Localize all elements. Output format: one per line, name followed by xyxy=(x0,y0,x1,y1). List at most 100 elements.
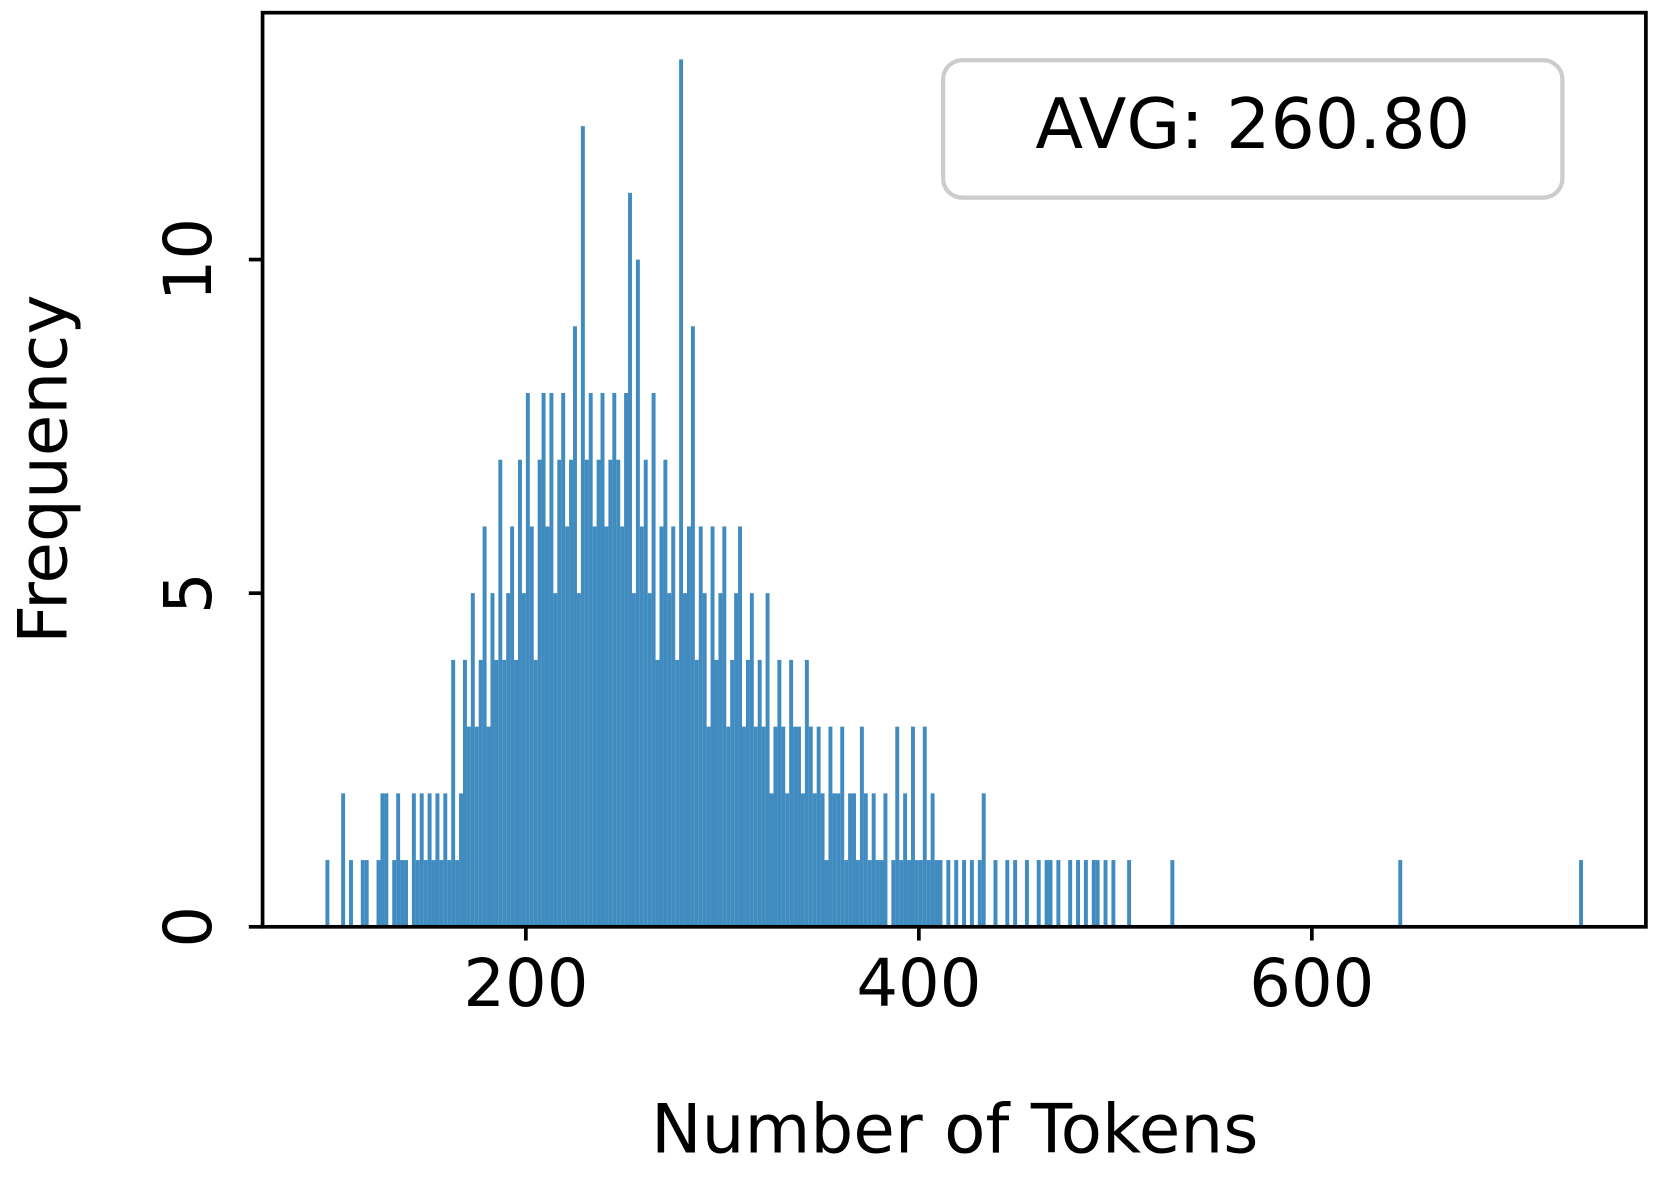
bar xyxy=(510,526,515,927)
bar xyxy=(435,793,440,927)
bar xyxy=(698,526,703,927)
bar xyxy=(702,593,707,927)
bar xyxy=(576,593,581,927)
bar xyxy=(793,726,798,927)
bar xyxy=(616,459,621,927)
bar xyxy=(867,860,872,927)
bar xyxy=(647,593,652,927)
bar xyxy=(918,860,923,927)
bar xyxy=(934,860,939,927)
bar xyxy=(828,726,833,927)
bar xyxy=(710,526,715,927)
bar xyxy=(954,860,959,927)
bar xyxy=(671,526,676,927)
bar xyxy=(1005,860,1010,927)
bar xyxy=(808,726,813,927)
bar xyxy=(773,726,778,927)
bar xyxy=(419,793,424,927)
bar xyxy=(781,726,786,927)
bar xyxy=(565,526,570,927)
bar xyxy=(376,860,381,927)
bar xyxy=(1056,860,1061,927)
bar xyxy=(643,459,648,927)
bar xyxy=(859,726,864,927)
bar xyxy=(502,659,507,927)
bar xyxy=(832,793,837,927)
bar xyxy=(518,459,522,927)
bar xyxy=(718,593,723,927)
bar xyxy=(730,659,735,927)
bar xyxy=(1024,860,1029,927)
bar xyxy=(533,659,538,927)
bar xyxy=(396,793,401,927)
bar xyxy=(380,793,385,927)
bar xyxy=(993,860,998,927)
bar xyxy=(360,860,365,927)
bar xyxy=(879,860,884,927)
bar xyxy=(1170,860,1175,927)
bar xyxy=(663,459,668,927)
bar xyxy=(506,593,511,927)
bar xyxy=(883,793,888,927)
bar xyxy=(742,726,746,927)
bar xyxy=(325,860,330,927)
bar xyxy=(447,860,452,927)
bar xyxy=(789,659,794,927)
bar xyxy=(836,793,841,927)
bar xyxy=(451,659,456,927)
bar xyxy=(804,659,809,927)
bar xyxy=(400,860,405,927)
bar xyxy=(969,860,974,927)
bar xyxy=(922,726,927,927)
y-tick-label: 10 xyxy=(151,218,227,301)
bar xyxy=(482,526,487,927)
bar xyxy=(423,860,428,927)
bar xyxy=(486,726,491,927)
bar xyxy=(494,659,499,927)
bar xyxy=(907,860,912,927)
bar xyxy=(714,659,719,927)
bar xyxy=(490,593,495,927)
bar xyxy=(875,860,880,927)
bar xyxy=(667,593,672,927)
bar xyxy=(871,793,876,927)
bar xyxy=(816,726,821,927)
bar xyxy=(911,726,915,927)
bar xyxy=(761,726,766,927)
bar xyxy=(596,459,601,927)
bar xyxy=(580,126,585,927)
bar xyxy=(824,860,829,927)
bar xyxy=(777,659,782,927)
bar xyxy=(686,526,691,927)
bar xyxy=(631,593,636,927)
bar xyxy=(466,726,471,927)
bar xyxy=(738,526,743,927)
bar xyxy=(651,393,656,927)
bar xyxy=(690,326,695,927)
bar xyxy=(1103,860,1108,927)
bar xyxy=(848,793,853,927)
bar xyxy=(785,793,790,927)
bar xyxy=(800,793,805,927)
bar xyxy=(962,860,967,927)
bar xyxy=(706,726,711,927)
bar xyxy=(855,860,860,927)
bar xyxy=(1127,860,1132,927)
bar xyxy=(1076,860,1080,927)
bar xyxy=(981,793,986,927)
bar xyxy=(694,659,699,927)
bar xyxy=(592,526,597,927)
bar xyxy=(895,726,900,927)
bar xyxy=(1398,860,1403,927)
bar xyxy=(612,393,617,927)
bar xyxy=(561,393,566,927)
bar xyxy=(545,526,550,927)
bar xyxy=(914,860,919,927)
bar xyxy=(1095,860,1100,927)
bar xyxy=(977,860,982,927)
bar xyxy=(498,459,503,927)
bar xyxy=(569,459,574,927)
bar xyxy=(415,860,420,927)
